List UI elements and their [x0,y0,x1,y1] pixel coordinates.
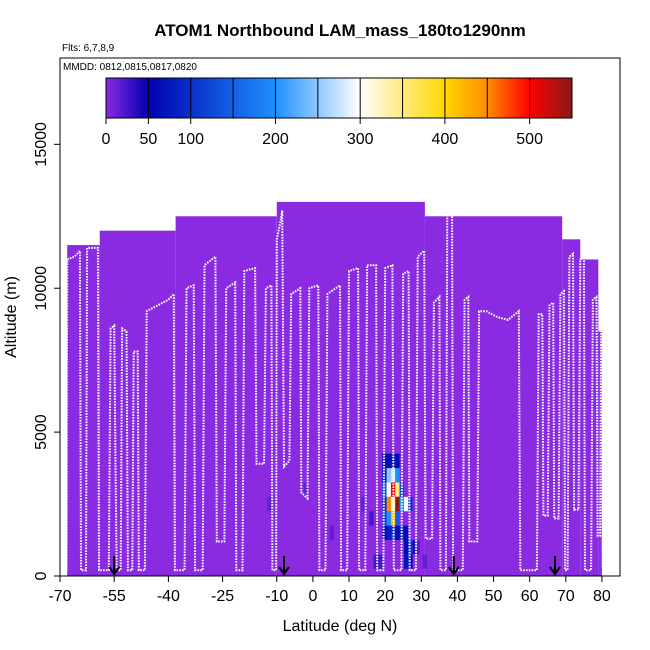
x-tick-label: -55 [103,588,126,605]
heatmap-cell-42 [415,540,420,555]
arrow-marker-3 [549,556,561,576]
x-tick-label: 20 [376,588,394,605]
x-tick-label: -25 [211,588,234,605]
x-tick-label: -40 [157,588,180,605]
arrow-marker-1 [278,556,290,576]
heatmap-cell-16 [395,496,400,512]
heatmap-cell-38 [329,525,334,541]
y-tick-label: 10000 [33,266,50,311]
colorbar: 0 50 100 200 300 400 500 [102,77,573,148]
heatmap-cell-28 [399,525,404,541]
heatmap-cell-21 [386,511,391,526]
heatmap-cell-35 [373,554,378,569]
coverage-block-4 [424,216,563,576]
heatmap-cell-25 [386,525,391,541]
colorbar-gradient [105,77,573,119]
heatmap-cell-18 [403,496,409,512]
y-axis-label: Altitude (m) [3,276,20,358]
heatmap-cell-7 [395,468,400,483]
x-tick-label: 70 [557,588,575,605]
heatmap-cell-3 [395,453,400,469]
heatmap-cell-20 [382,511,387,526]
coverage-layer [67,201,602,577]
heatmap-cell-40 [303,482,308,497]
coverage-block-5 [562,239,581,577]
heatmap-cell-43 [422,554,428,569]
x-tick-label: -10 [265,588,288,605]
x-tick-label: 30 [412,588,430,605]
coverage-block-0 [67,245,100,577]
y-axis: 0 5000 10000 15000 [33,122,60,580]
x-tick-label: 10 [340,588,358,605]
colorbar-tick-label: 200 [262,131,289,148]
heatmap-cell-19 [408,496,413,512]
heatmap-cell-24 [382,525,387,541]
heatmap-cell-29 [403,525,409,541]
dates-note: MMDD: 0812,0815,0817,0820 [63,62,197,73]
heatmap-cell-5 [386,468,391,483]
x-tick-label: -70 [48,588,71,605]
x-tick-label: 60 [521,588,539,605]
x-tick-label: 40 [449,588,467,605]
heatmap-cell-23 [395,511,400,526]
arrow-marker-0 [108,556,121,576]
plot-area [59,57,621,577]
heatmap-cell-9 [386,482,391,497]
heatmap-cell-13 [382,496,387,512]
heatmap-cell-41 [361,496,366,512]
heatmap-cell-37 [369,511,374,526]
coverage-block-6 [580,259,599,576]
colorbar-tick-label: 400 [432,131,459,148]
colorbar-tick-label: 100 [177,131,204,148]
x-tick-label: 50 [485,588,503,605]
heatmap-cell-32 [412,540,417,555]
heatmap-cell-36 [377,554,383,569]
chart-title: ATOM1 Northbound LAM_mass_180to1290nm [154,21,526,40]
heatmap-cell-27 [395,525,400,541]
flight-track [65,203,604,572]
colorbar-tick-label: 300 [347,131,374,148]
colorbar-tick-label: 500 [516,131,543,148]
flight-track-line [65,203,604,572]
x-tick-label: 0 [308,588,317,605]
plot-frame [59,57,621,577]
colorbar-tick-label: 50 [139,131,157,148]
x-axis: -70 -55 -40 -25 -10 0 10 20 30 40 50 60 70 80 [48,576,611,605]
y-tick-label: 15000 [33,122,50,167]
arrow-markers [108,556,561,576]
heatmap-cell-14 [386,496,391,512]
heatmap-cell-2 [390,453,396,469]
heatmap-cell-11 [395,482,400,497]
heatmap-cell-30 [403,540,409,555]
heatmap-cell-33 [403,554,409,569]
y-tick-label: 0 [33,571,50,580]
x-axis-label: Latitude (deg N) [283,618,398,635]
arrow-marker-2 [447,556,460,576]
colorbar-ticks: 0 50 100 200 300 400 500 [102,78,543,148]
heatmap-cell-26 [390,525,396,541]
x-tick-label: 80 [593,588,611,605]
heatmap-cell-39 [267,496,272,512]
y-tick-label: 5000 [33,414,50,450]
flights-note: Flts: 6,7,8,9 [62,43,115,54]
heatmap-cell-1 [386,453,391,469]
colorbar-tick-label: 0 [102,131,111,148]
